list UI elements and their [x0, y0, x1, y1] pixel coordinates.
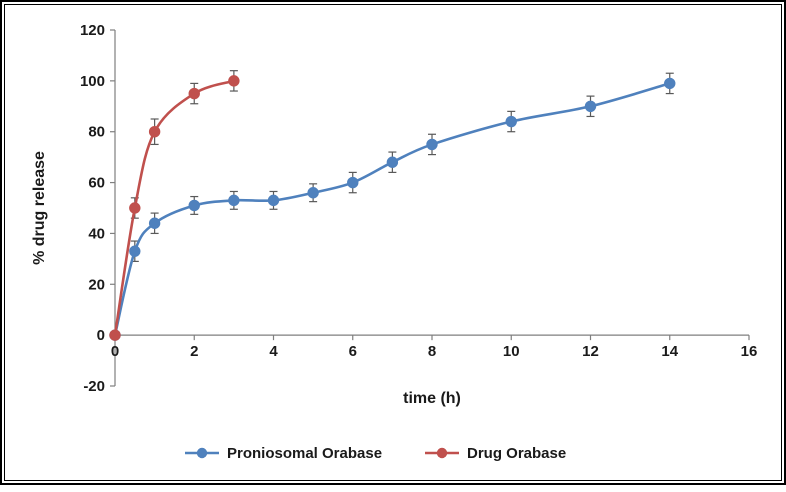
series-line-1 — [113, 79, 236, 337]
data-point-marker — [188, 87, 200, 100]
figure-border — [4, 4, 782, 481]
data-point-marker — [347, 176, 359, 189]
y-tick-label: 120 — [80, 22, 105, 39]
data-point-marker — [307, 187, 319, 199]
x-tick-label: 0 — [111, 343, 119, 360]
x-tick-label: 8 — [428, 343, 436, 360]
x-tick-label: 4 — [269, 343, 278, 360]
y-tick-label: 20 — [88, 276, 105, 293]
legend-marker — [196, 447, 208, 459]
x-tick-label: 12 — [582, 343, 599, 360]
data-point-marker — [228, 194, 240, 207]
data-point-marker — [664, 77, 676, 90]
x-tick-label: 14 — [661, 343, 678, 360]
data-point-marker — [228, 75, 240, 87]
x-tick-label: 16 — [741, 343, 758, 360]
data-point-marker — [129, 245, 141, 257]
y-axis-title: % drug release — [31, 151, 48, 265]
data-point-marker — [109, 329, 121, 341]
plot-layer — [109, 70, 676, 341]
y-tick-label: 100 — [80, 73, 105, 90]
data-point-marker — [267, 194, 280, 207]
chart-legend: Proniosomal Orabase Drug Orabase — [185, 445, 566, 462]
legend-item-1: Drug Orabase — [425, 445, 566, 462]
y-tick-label: 80 — [88, 124, 105, 141]
data-point-marker — [148, 217, 161, 229]
y-tick-label: 0 — [97, 327, 105, 344]
legend-item-0: Proniosomal Orabase — [185, 445, 382, 462]
y-tick-label: 60 — [88, 175, 105, 192]
y-tick-label: -20 — [83, 378, 105, 395]
data-point-marker — [129, 202, 141, 214]
x-tick-label: 2 — [190, 343, 198, 360]
legend-label: Proniosomal Orabase — [227, 445, 382, 462]
data-point-marker — [505, 115, 517, 128]
x-tick-label: 10 — [503, 343, 520, 360]
data-point-marker — [426, 138, 438, 151]
data-point-marker — [148, 126, 161, 138]
legend-marker — [436, 447, 448, 459]
x-axis-title: time (h) — [403, 390, 461, 407]
legend-label: Drug Orabase — [467, 445, 566, 462]
data-point-marker — [188, 199, 200, 212]
x-tick-label: 6 — [349, 343, 357, 360]
y-tick-label: 40 — [88, 225, 105, 242]
data-point-marker — [584, 100, 597, 112]
data-point-marker — [386, 156, 399, 168]
